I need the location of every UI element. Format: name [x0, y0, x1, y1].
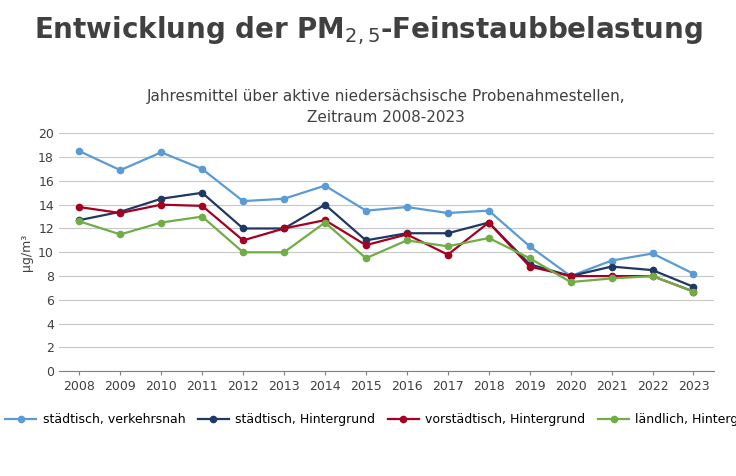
ländlich, Hintergrund — [566, 279, 575, 285]
städtisch, verkehrsnah — [648, 251, 657, 257]
städtisch, Hintergrund — [443, 230, 452, 236]
vorstädtisch, Hintergrund — [403, 232, 411, 238]
städtisch, Hintergrund — [280, 226, 289, 231]
Legend: städtisch, verkehrsnah, städtisch, Hintergrund, vorstädtisch, Hintergrund, ländl: städtisch, verkehrsnah, städtisch, Hinte… — [0, 408, 736, 431]
ländlich, Hintergrund — [607, 276, 616, 281]
städtisch, Hintergrund — [526, 261, 534, 267]
ländlich, Hintergrund — [321, 220, 330, 226]
ländlich, Hintergrund — [526, 255, 534, 261]
städtisch, verkehrsnah — [566, 273, 575, 279]
ländlich, Hintergrund — [116, 232, 124, 238]
städtisch, verkehrsnah — [238, 198, 247, 204]
Text: Entwicklung der PM$_{2,5}$-Feinstaubbelastung: Entwicklung der PM$_{2,5}$-Feinstaubbela… — [34, 14, 702, 47]
ländlich, Hintergrund — [198, 214, 207, 219]
vorstädtisch, Hintergrund — [648, 273, 657, 279]
städtisch, verkehrsnah — [280, 196, 289, 202]
ländlich, Hintergrund — [484, 235, 493, 241]
vorstädtisch, Hintergrund — [198, 203, 207, 208]
Y-axis label: µg/m³: µg/m³ — [20, 234, 32, 271]
städtisch, Hintergrund — [484, 220, 493, 226]
ländlich, Hintergrund — [280, 249, 289, 255]
ländlich, Hintergrund — [689, 288, 698, 294]
städtisch, verkehrsnah — [689, 271, 698, 277]
vorstädtisch, Hintergrund — [689, 288, 698, 294]
vorstädtisch, Hintergrund — [607, 273, 616, 279]
städtisch, Hintergrund — [75, 218, 84, 223]
städtisch, verkehrsnah — [443, 210, 452, 216]
städtisch, Hintergrund — [157, 196, 166, 202]
vorstädtisch, Hintergrund — [321, 218, 330, 223]
ländlich, Hintergrund — [157, 220, 166, 226]
städtisch, verkehrsnah — [157, 149, 166, 155]
vorstädtisch, Hintergrund — [157, 202, 166, 208]
vorstädtisch, Hintergrund — [116, 210, 124, 216]
städtisch, verkehrsnah — [484, 208, 493, 213]
städtisch, verkehrsnah — [361, 208, 370, 213]
Line: städtisch, Hintergrund: städtisch, Hintergrund — [77, 189, 696, 290]
städtisch, verkehrsnah — [526, 244, 534, 249]
ländlich, Hintergrund — [403, 238, 411, 243]
Title: Jahresmittel über aktive niedersächsische Probenahmestellen,
Zeitraum 2008-2023: Jahresmittel über aktive niedersächsisch… — [147, 89, 626, 125]
städtisch, Hintergrund — [607, 264, 616, 269]
städtisch, Hintergrund — [198, 190, 207, 196]
vorstädtisch, Hintergrund — [280, 226, 289, 231]
städtisch, verkehrsnah — [403, 204, 411, 210]
städtisch, Hintergrund — [566, 273, 575, 279]
vorstädtisch, Hintergrund — [526, 264, 534, 269]
städtisch, verkehrsnah — [607, 258, 616, 264]
städtisch, verkehrsnah — [198, 166, 207, 172]
städtisch, verkehrsnah — [116, 168, 124, 173]
städtisch, Hintergrund — [648, 268, 657, 273]
ländlich, Hintergrund — [443, 244, 452, 249]
ländlich, Hintergrund — [238, 249, 247, 255]
ländlich, Hintergrund — [361, 255, 370, 261]
vorstädtisch, Hintergrund — [443, 252, 452, 258]
städtisch, Hintergrund — [689, 284, 698, 289]
Line: ländlich, Hintergrund: ländlich, Hintergrund — [77, 213, 696, 295]
städtisch, verkehrsnah — [321, 183, 330, 188]
Line: städtisch, verkehrsnah: städtisch, verkehrsnah — [77, 148, 696, 279]
Line: vorstädtisch, Hintergrund: vorstädtisch, Hintergrund — [77, 201, 696, 295]
vorstädtisch, Hintergrund — [484, 220, 493, 226]
ländlich, Hintergrund — [648, 273, 657, 279]
städtisch, verkehrsnah — [75, 149, 84, 154]
städtisch, Hintergrund — [403, 230, 411, 236]
vorstädtisch, Hintergrund — [566, 273, 575, 279]
vorstädtisch, Hintergrund — [75, 204, 84, 210]
städtisch, Hintergrund — [321, 202, 330, 208]
vorstädtisch, Hintergrund — [361, 242, 370, 248]
ländlich, Hintergrund — [75, 218, 84, 224]
städtisch, Hintergrund — [238, 226, 247, 231]
vorstädtisch, Hintergrund — [238, 238, 247, 243]
städtisch, Hintergrund — [361, 238, 370, 243]
städtisch, Hintergrund — [116, 209, 124, 215]
